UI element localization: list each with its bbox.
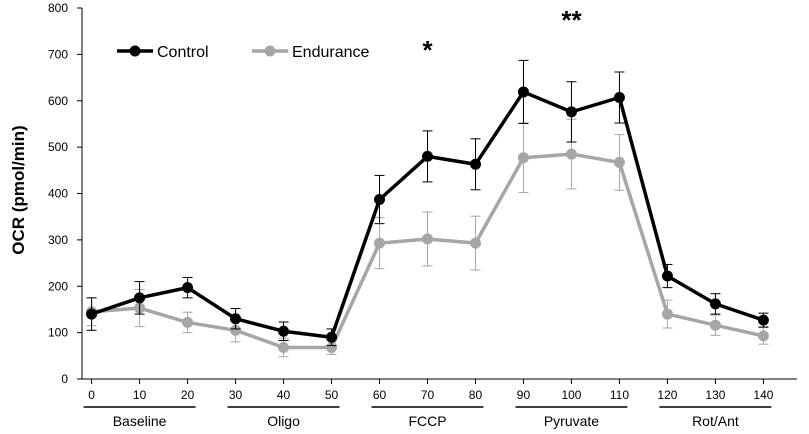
data-point	[517, 86, 529, 98]
x-tick-label: 0	[88, 388, 95, 402]
significance-marker: **	[561, 5, 582, 35]
x-tick-label: 30	[229, 388, 243, 402]
data-point	[326, 341, 338, 353]
x-tick-label: 140	[753, 388, 773, 402]
phase-label: Rot/Ant	[692, 413, 739, 429]
y-axis: 0 100 200 300 400 500 600 700 800	[48, 1, 83, 386]
phase-label: Baseline	[113, 413, 167, 429]
data-point	[86, 308, 98, 320]
data-point	[326, 331, 338, 343]
data-point	[709, 298, 721, 310]
y-tick-label: 300	[48, 233, 68, 247]
y-tick-label: 700	[48, 47, 68, 61]
data-point	[565, 106, 577, 118]
x-tick-label: 50	[325, 388, 339, 402]
legend: Control Endurance	[117, 44, 369, 61]
data-point	[134, 292, 146, 304]
phase-label: Pyruvate	[544, 413, 599, 429]
y-tick-label: 500	[48, 140, 68, 154]
legend-marker	[264, 45, 276, 57]
data-point	[278, 325, 290, 337]
x-tick-label: 10	[133, 388, 147, 402]
data-point	[182, 316, 194, 328]
x-axis: 0 10 20 30 40 50 60 70 80 90 100 110 120 130 140	[82, 378, 797, 402]
phase-labels: Baseline Oligo FCCP Pyruvate Rot/Ant	[83, 406, 772, 429]
y-tick-label: 100	[48, 326, 68, 340]
data-point	[661, 308, 673, 320]
data-point	[613, 156, 625, 168]
legend-label: Control	[157, 44, 209, 61]
series-layer	[86, 59, 769, 358]
y-tick-label: 400	[48, 187, 68, 201]
data-point	[230, 313, 242, 325]
data-point	[182, 282, 194, 294]
x-tick-label: 80	[469, 388, 483, 402]
data-point	[613, 92, 625, 104]
data-point	[517, 152, 529, 164]
x-tick-label: 40	[277, 388, 291, 402]
y-tick-label: 200	[48, 279, 68, 293]
x-tick-label: 130	[705, 388, 725, 402]
significance-annotations: ***	[422, 5, 582, 65]
x-tick-label: 120	[657, 388, 677, 402]
y-tick-label: 800	[48, 1, 68, 15]
phase-label: Oligo	[267, 413, 300, 429]
data-point	[374, 194, 386, 206]
x-tick-label: 110	[610, 388, 629, 402]
x-tick-label: 100	[561, 388, 581, 402]
x-tick-label: 20	[181, 388, 195, 402]
legend-marker	[129, 45, 141, 57]
data-point	[230, 324, 242, 336]
y-axis-title: OCR (pmol/min)	[9, 125, 28, 254]
data-point	[469, 158, 481, 170]
data-point	[469, 237, 481, 249]
data-point	[422, 150, 434, 162]
data-point	[422, 233, 434, 245]
data-point	[757, 330, 769, 342]
data-point	[757, 314, 769, 326]
x-tick-label: 60	[373, 388, 387, 402]
significance-marker: *	[422, 35, 433, 65]
series-control	[86, 59, 769, 347]
data-point	[374, 237, 386, 249]
y-tick-label: 0	[61, 372, 68, 386]
y-tick-label: 600	[48, 94, 68, 108]
data-point	[565, 148, 577, 160]
phase-label: FCCP	[408, 413, 446, 429]
data-point	[709, 319, 721, 331]
x-tick-label: 70	[421, 388, 435, 402]
x-tick-label: 90	[517, 388, 531, 402]
data-point	[661, 270, 673, 282]
legend-label: Endurance	[292, 44, 369, 61]
data-point	[278, 341, 290, 353]
